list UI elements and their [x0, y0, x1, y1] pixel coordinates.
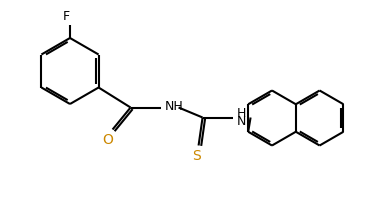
- Text: H: H: [237, 107, 246, 120]
- Text: NH: NH: [165, 100, 183, 113]
- Text: S: S: [192, 149, 201, 163]
- Text: F: F: [62, 10, 70, 23]
- Text: N: N: [237, 115, 246, 128]
- Text: O: O: [102, 134, 113, 147]
